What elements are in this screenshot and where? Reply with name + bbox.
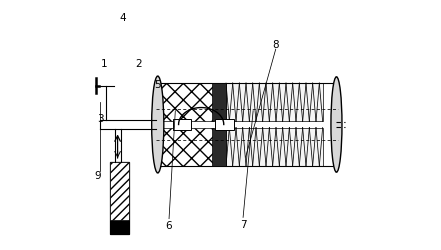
Bar [216,120,234,130]
Text: 9: 9 [94,170,101,180]
Bar [110,162,129,220]
Text: 5: 5 [154,80,161,90]
Bar [212,128,226,166]
Text: 8: 8 [273,40,279,50]
Bar [159,128,213,166]
Bar [226,128,323,166]
Ellipse shape [152,77,164,173]
Bar [159,84,213,122]
Bar [226,84,323,122]
Text: 4: 4 [120,12,126,22]
Bar [110,162,129,234]
Ellipse shape [331,78,342,172]
Bar [212,84,226,122]
Bar [173,120,191,130]
Text: 7: 7 [240,219,247,229]
Text: 1: 1 [101,59,108,69]
Text: 3: 3 [97,114,103,124]
Text: 2: 2 [136,59,142,69]
Bar [110,220,129,234]
Text: 6: 6 [166,220,172,230]
